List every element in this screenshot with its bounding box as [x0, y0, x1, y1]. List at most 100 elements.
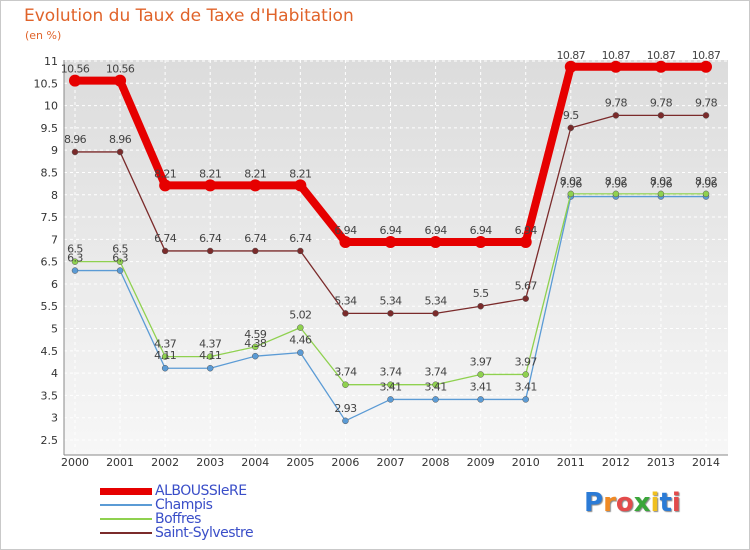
data-label: 6.3 [112, 252, 128, 265]
data-label: 10.87 [647, 49, 676, 62]
data-label: 4.59 [244, 328, 267, 341]
data-label: 9.78 [650, 96, 673, 109]
grid [64, 60, 728, 455]
x-tick-label: 2008 [422, 456, 450, 469]
data-point [252, 343, 259, 351]
data-label: 5.34 [334, 294, 357, 307]
legend-item-albousssiere: ALBOUSSIeRE [100, 483, 360, 499]
data-label: 2.93 [334, 402, 357, 415]
data-label: 6.94 [515, 224, 538, 237]
data-label: 8.21 [199, 167, 221, 180]
legend-swatch [100, 532, 152, 534]
legend-swatch [100, 518, 152, 520]
data-point [116, 258, 124, 265]
logo-letter: x [633, 488, 651, 518]
x-tick-label: 2000 [61, 456, 89, 469]
y-tick-label: 2.5 [41, 434, 59, 447]
data-label: 3.41 [470, 380, 492, 393]
chart-subtitle: (en %) [25, 29, 62, 42]
data-point [206, 353, 214, 360]
data-point [114, 74, 127, 87]
data-label: 10.87 [602, 49, 631, 62]
y-tick-label: 9 [51, 144, 58, 157]
y-tick-label: 7 [51, 233, 58, 246]
data-label: 8.21 [289, 167, 311, 180]
legend-label: Boffres [155, 511, 201, 527]
data-labels: 10.56 10.56 8.21 8.21 8.21 8.21 6.94 6.94 6.94 6.… [61, 49, 722, 415]
data-label: 8.96 [64, 133, 87, 146]
legend-item-champis: Champis [100, 497, 360, 513]
data-label: 10.56 [106, 63, 135, 76]
data-point [387, 396, 394, 403]
logo-letter: r [603, 488, 616, 518]
data-point [657, 112, 665, 119]
data-point [477, 371, 484, 378]
data-label: 6.94 [425, 224, 448, 237]
data-label: 6.74 [199, 232, 222, 245]
data-point [116, 148, 124, 156]
x-tick-label: 2001 [106, 456, 134, 469]
x-tick-label: 2012 [602, 456, 630, 469]
data-label: 8.02 [560, 175, 582, 188]
x-tick-label: 2011 [557, 456, 585, 469]
data-label: 8.21 [244, 167, 266, 180]
y-tick-label: 9.5 [41, 122, 59, 135]
x-tick-label: 2002 [151, 456, 179, 469]
data-point [522, 371, 529, 378]
data-label: 5.67 [515, 280, 538, 293]
data-label: 3.41 [515, 380, 537, 393]
data-point [654, 60, 667, 73]
data-point [71, 267, 79, 274]
data-point [432, 396, 439, 403]
data-label: 6.94 [334, 224, 357, 237]
data-point [384, 236, 397, 249]
data-point [657, 190, 665, 198]
data-point [474, 236, 487, 249]
data-label: 10.87 [557, 49, 586, 62]
data-point [564, 60, 577, 73]
y-tick-label: 5 [51, 323, 58, 336]
data-point [477, 396, 484, 403]
data-point [700, 60, 712, 73]
data-label: 10.87 [692, 49, 721, 62]
y-tick-label: 10 [44, 100, 58, 113]
y-tick-label: 3 [51, 412, 58, 425]
data-label: 6.5 [67, 243, 83, 256]
data-point [71, 148, 79, 156]
data-point [432, 310, 439, 317]
y-tick-label: 11 [44, 55, 58, 68]
data-point [342, 381, 349, 388]
data-label: 4.46 [289, 334, 312, 347]
data-label: 5.02 [289, 309, 311, 322]
data-point [161, 353, 169, 360]
data-point [567, 190, 575, 198]
y-tick-label: 3.5 [41, 389, 59, 402]
proxiti-logo: Proxiti [584, 488, 681, 518]
data-point [702, 112, 710, 119]
series-lines [69, 60, 712, 425]
logo-letter: i [650, 488, 660, 518]
data-point [612, 190, 620, 198]
data-label: 9.5 [563, 109, 579, 122]
data-point [297, 247, 304, 255]
data-label: 3.97 [515, 355, 538, 368]
data-label: 6.5 [112, 243, 128, 256]
data-point [612, 112, 620, 119]
data-label: 5.34 [425, 294, 448, 307]
data-point [702, 190, 710, 198]
y-tick-label: 6 [51, 278, 58, 291]
data-point [519, 236, 532, 249]
data-label: 3.41 [425, 380, 447, 393]
data-point [161, 364, 169, 372]
data-label: 4.11 [199, 349, 221, 362]
data-label: 4.37 [154, 338, 177, 351]
data-label: 10.56 [61, 63, 90, 76]
axes: 2.5 3 3.5 4 4.5 5 5.5 6 6.5 7 7.5 8 8.5 9 9.5 10 10.5 11 2… [34, 55, 728, 469]
data-label: 7.96 [605, 178, 628, 191]
x-tick-label: 2003 [196, 456, 224, 469]
data-point [567, 124, 575, 132]
data-label: 6.74 [289, 232, 312, 245]
logo-letter: o [615, 488, 634, 518]
data-point [342, 417, 349, 425]
